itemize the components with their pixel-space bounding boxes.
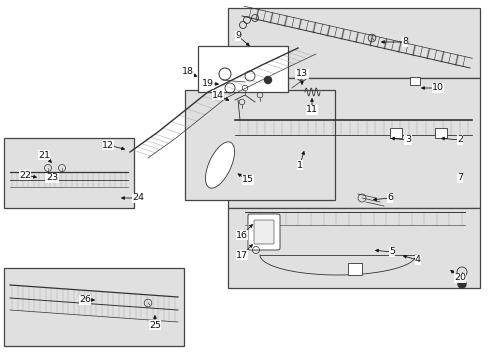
- Ellipse shape: [205, 142, 234, 188]
- Text: 9: 9: [235, 31, 241, 40]
- Text: 2: 2: [456, 135, 462, 144]
- Text: 26: 26: [79, 296, 91, 305]
- Text: 21: 21: [38, 150, 50, 159]
- Circle shape: [457, 280, 465, 288]
- Bar: [198, 46, 287, 92]
- Text: 16: 16: [236, 230, 247, 239]
- Text: 3: 3: [404, 135, 410, 144]
- Text: 18: 18: [182, 68, 194, 77]
- Text: 5: 5: [388, 248, 394, 256]
- Text: 10: 10: [431, 84, 443, 93]
- Bar: [389, 128, 401, 138]
- Bar: [227, 78, 479, 208]
- Bar: [227, 8, 479, 78]
- Text: 15: 15: [242, 175, 253, 184]
- Text: 17: 17: [236, 251, 247, 260]
- Text: 19: 19: [202, 80, 214, 89]
- Circle shape: [264, 77, 271, 84]
- Text: 25: 25: [149, 320, 161, 329]
- FancyBboxPatch shape: [253, 220, 273, 244]
- Bar: [227, 208, 479, 288]
- Text: 13: 13: [295, 69, 307, 78]
- Text: 11: 11: [305, 105, 317, 114]
- Text: 7: 7: [456, 174, 462, 183]
- Text: 24: 24: [132, 194, 143, 202]
- Text: 8: 8: [401, 37, 407, 46]
- FancyBboxPatch shape: [247, 214, 280, 250]
- Text: 20: 20: [453, 274, 465, 283]
- Text: 14: 14: [212, 90, 224, 99]
- Text: 12: 12: [102, 140, 114, 149]
- Bar: [4, 268, 183, 346]
- Text: 22: 22: [19, 171, 31, 180]
- Text: 1: 1: [296, 161, 303, 170]
- Text: 4: 4: [414, 256, 420, 265]
- Text: 23: 23: [46, 174, 58, 183]
- Text: 6: 6: [386, 194, 392, 202]
- Bar: [347, 263, 361, 275]
- Ellipse shape: [209, 149, 230, 181]
- Bar: [184, 90, 334, 200]
- Bar: [434, 128, 446, 138]
- Bar: [4, 138, 134, 208]
- Bar: [409, 77, 419, 85]
